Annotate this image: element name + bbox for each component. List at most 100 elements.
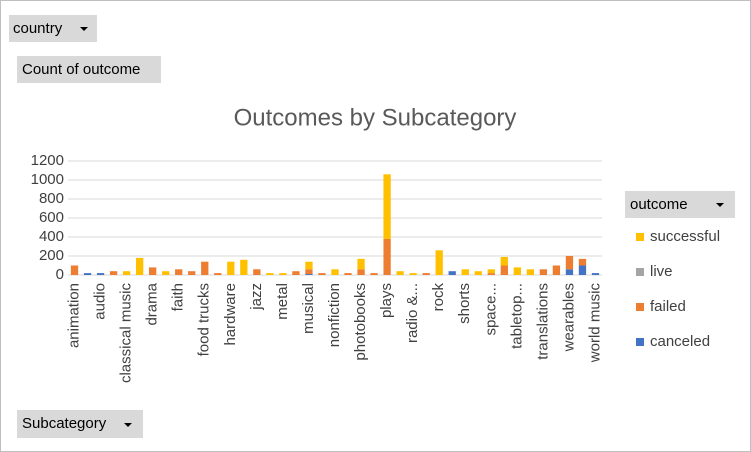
bar-segment	[109, 271, 118, 275]
bar-segment	[292, 271, 300, 275]
button-label[interactable]: country	[13, 20, 63, 37]
bar-segment	[565, 269, 574, 275]
button-bg[interactable]	[17, 56, 161, 83]
legend-title[interactable]: outcome	[630, 196, 688, 213]
bar-segment	[70, 265, 79, 275]
x-tick-label: hardware	[222, 283, 239, 346]
bar-segment	[122, 271, 131, 275]
dropdown-arrow[interactable]	[80, 27, 88, 31]
bar-segment	[135, 257, 144, 275]
bar-segment	[578, 265, 587, 275]
bar-segment	[370, 273, 378, 275]
x-tick-label: translations	[534, 283, 551, 360]
x-tick-label: musical	[300, 283, 317, 334]
bar-segment	[214, 273, 222, 275]
bar-segment	[565, 256, 574, 270]
y-tick-label: 0	[56, 266, 64, 283]
bar-segment	[279, 273, 287, 275]
legend-label: successful	[650, 228, 720, 245]
chart-title: Outcomes by Subcategory	[234, 104, 517, 131]
button-label[interactable]: Count of outcome	[22, 61, 140, 78]
x-tick-label: jazz	[248, 283, 265, 311]
bar-segment	[305, 269, 313, 275]
x-tick-label: world music	[586, 283, 603, 364]
legend-swatch	[636, 338, 644, 346]
bar-segment	[149, 267, 157, 275]
y-tick-label: 200	[39, 247, 64, 264]
x-tick-label: tabletop...	[508, 283, 525, 349]
bar-segment	[461, 269, 469, 275]
bar-segment	[526, 269, 535, 275]
bar-segment	[500, 256, 508, 266]
bar-segment	[83, 273, 92, 275]
bar-segment	[422, 273, 430, 275]
legend-swatch	[636, 268, 644, 276]
button-bg[interactable]	[17, 410, 143, 438]
y-tick-label: 400	[39, 228, 64, 245]
bar-segment	[188, 271, 196, 275]
legend-label: canceled	[650, 333, 710, 350]
button-bg[interactable]	[625, 191, 735, 218]
legend-swatch	[636, 233, 644, 241]
bar-segment	[344, 273, 352, 275]
x-tick-label: classical music	[118, 283, 135, 384]
bar-segment	[435, 250, 443, 275]
y-tick-label: 600	[39, 209, 64, 226]
values-button[interactable]: Count of outcome	[17, 56, 161, 83]
x-tick-label: photobooks	[352, 283, 369, 361]
x-tick-label: animation	[65, 283, 82, 348]
bar-segment	[487, 273, 495, 275]
bar-segment	[305, 274, 313, 275]
legend-label: live	[650, 263, 673, 280]
legend-button[interactable]: outcome	[625, 191, 735, 218]
x-tick-label: plays	[378, 283, 395, 318]
country-button[interactable]: country	[9, 15, 97, 42]
bar-segment	[396, 271, 404, 275]
bar-segment	[331, 269, 339, 275]
bar-segment	[539, 269, 548, 275]
bar-segment	[201, 261, 209, 275]
bar-segment	[96, 273, 105, 275]
bar-segment	[175, 269, 183, 275]
y-tick-label: 800	[39, 190, 64, 207]
x-tick-label: space...	[482, 283, 499, 336]
button-label[interactable]: Subcategory	[22, 415, 107, 432]
y-tick-label: 1200	[31, 152, 64, 169]
x-tick-label: wearables	[560, 283, 577, 352]
bar-segment	[409, 273, 417, 275]
bar-segment	[318, 273, 326, 275]
x-tick-label: audio	[92, 283, 109, 320]
x-tick-label: radio &...	[404, 283, 421, 343]
x-tick-label: shorts	[456, 283, 473, 324]
x-tick-label: food trucks	[196, 283, 213, 356]
bar-segment	[513, 267, 521, 275]
bar-segment	[487, 269, 495, 274]
x-tick-label: faith	[170, 283, 187, 311]
x-tick-label: rock	[430, 283, 447, 312]
bar-segment	[500, 265, 508, 275]
bar-segment	[383, 174, 391, 239]
bar-segment	[357, 258, 365, 270]
y-tick-label: 1000	[31, 171, 64, 188]
bar-segment	[448, 271, 456, 275]
bar-segment	[227, 261, 235, 275]
legend-swatch	[636, 303, 644, 311]
x-tick-label: drama	[144, 282, 161, 325]
bar-segment	[591, 273, 600, 275]
bar-segment	[578, 258, 587, 266]
bar-segment	[253, 269, 261, 275]
bar-segment	[240, 259, 248, 275]
legend-label: failed	[650, 298, 686, 315]
bar-segment	[266, 273, 274, 275]
subcategory-button[interactable]: Subcategory	[17, 410, 143, 438]
bar-segment	[383, 238, 391, 275]
x-tick-label: metal	[274, 283, 291, 320]
bar-segment	[162, 271, 170, 275]
bar-segment	[305, 261, 313, 270]
dropdown-arrow[interactable]	[716, 203, 724, 207]
x-tick-label: nonfiction	[326, 283, 343, 347]
bar-segment	[552, 265, 561, 275]
dropdown-arrow[interactable]	[124, 423, 132, 427]
bar-segment	[474, 271, 482, 275]
